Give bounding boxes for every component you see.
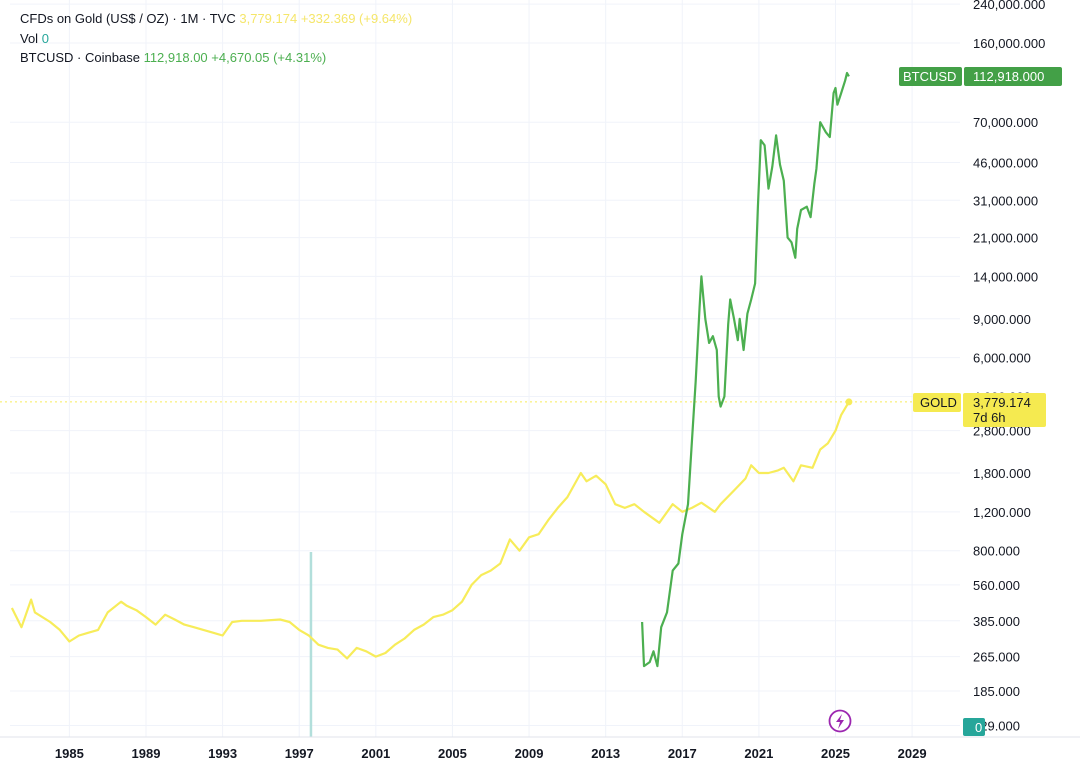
y-tick-label: 385.000 [973, 614, 1020, 629]
volume-series [309, 552, 313, 737]
x-tick-label: 2013 [591, 746, 620, 761]
y-tick-label: 560.000 [973, 578, 1020, 593]
gold-tag-name-bg [913, 393, 961, 412]
y-tick-label: 31,000.000 [973, 193, 1038, 208]
btcusd-series-line [641, 71, 850, 668]
x-tick-label: 2005 [438, 746, 467, 761]
y-tick-label: 70,000.000 [973, 115, 1038, 130]
volume-label: Vol [20, 31, 39, 46]
volume-bar [309, 552, 313, 737]
btcusd-tag-price-bg [964, 67, 1062, 86]
gold-price-tag: GOLD 3,779.174 7d 6h [913, 393, 1046, 427]
plot-area [10, 71, 853, 668]
btcusd-tag-name-bg [899, 67, 962, 86]
x-tick-label: 2021 [744, 746, 773, 761]
y-axis: 240,000.000 160,000.000 70,000.000 46,000.0… [973, 0, 1045, 734]
y-tick-label: 46,000.000 [973, 155, 1038, 170]
btc-symbol-title: BTCUSD · Coinbase [20, 50, 140, 65]
y-tick-label: 14,000.000 [973, 269, 1038, 284]
btcusd-price-tag: BTCUSD 112,918.000 [899, 67, 1062, 86]
y-tick-label: 2,800.000 [973, 424, 1031, 439]
grid-lines [10, 0, 960, 737]
gold-last-point [845, 398, 853, 406]
lightning-icon[interactable] [828, 709, 852, 733]
gold-last-price: 3,779.174 [239, 11, 298, 26]
gold-tag-name: GOLD [920, 395, 957, 410]
x-tick-label: 1993 [208, 746, 237, 761]
y-tick-label: 9,000.000 [973, 312, 1031, 327]
gold-change: +332.369 (+9.64%) [300, 11, 413, 26]
y-tick-label: 240,000.000 [973, 0, 1045, 12]
x-tick-label: 2029 [898, 746, 927, 761]
gold-symbol-title: CFDs on Gold (US$ / OZ) · 1M · TVC [20, 11, 236, 26]
gold-tag-price: 3,779.174 [973, 395, 1031, 410]
y-tick-label: 265.000 [973, 650, 1020, 665]
btcusd-tag-name: BTCUSD [903, 69, 956, 84]
volume-value: 0 [41, 31, 49, 46]
x-tick-label: 1989 [132, 746, 161, 761]
x-tick-label: 2017 [668, 746, 697, 761]
btc-last-price: 112,918.00 [143, 50, 208, 65]
gold-legend-row[interactable]: CFDs on Gold (US$ / OZ) · 1M · TVC 3,779… [20, 11, 412, 27]
x-tick-label: 1997 [285, 746, 314, 761]
x-tick-label: 2009 [515, 746, 544, 761]
y-tick-label: 800.000 [973, 544, 1020, 559]
volume-legend-row[interactable]: Vol 0 [20, 31, 49, 47]
y-tick-label: 1,200.000 [973, 505, 1031, 520]
y-tick-label: 185.000 [973, 684, 1020, 699]
y-tick-label: 6,000.000 [973, 351, 1031, 366]
x-tick-label: 2025 [821, 746, 850, 761]
gold-tag-price-bg [963, 393, 1046, 427]
gold-tag-countdown: 7d 6h [973, 410, 1006, 425]
x-tick-label: 1985 [55, 746, 84, 761]
btcusd-tag-price: 112,918.000 [973, 69, 1044, 84]
volume-tag-value: 0 [975, 720, 982, 735]
btc-legend-row[interactable]: BTCUSD · Coinbase 112,918.00 +4,670.05 (… [20, 50, 326, 66]
volume-tag: 0 [963, 718, 985, 736]
btc-change: +4,670.05 (+4.31%) [211, 50, 327, 65]
y-tick-label: 1,800.000 [973, 466, 1031, 481]
y-tick-label: 21,000.000 [973, 231, 1038, 246]
x-axis: 1985 1989 1993 1997 2001 2005 2009 2013 2017 2021… [0, 736, 1080, 761]
volume-tag-bg [963, 718, 985, 736]
x-tick-label: 2001 [361, 746, 390, 761]
y-tick-label: 160,000.000 [973, 36, 1045, 51]
gold-series-line [10, 401, 850, 660]
